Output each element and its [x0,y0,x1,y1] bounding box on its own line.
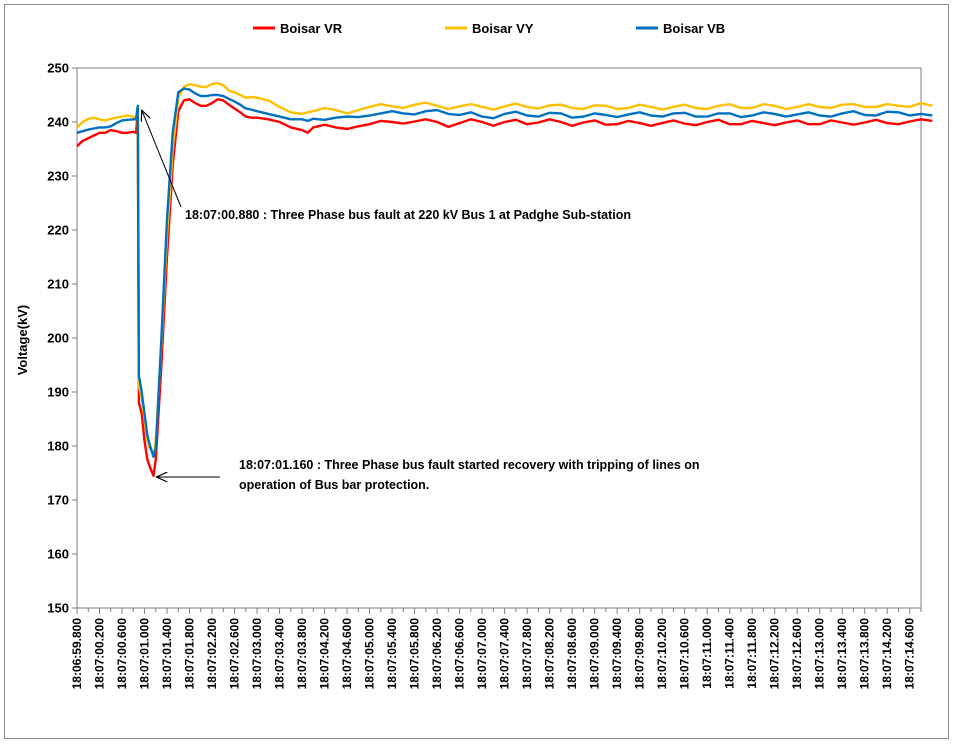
x-tick-label: 18:07:08.600 [565,618,579,690]
x-tick-label: 18:07:11.400 [723,618,737,689]
y-tick-label: 180 [47,439,69,454]
annotation-text: 18:07:01.160 : Three Phase bus fault sta… [239,458,700,472]
series-line-boisar-vb [76,87,933,458]
x-tick-label: 18:07:12.600 [790,618,804,690]
x-tick-label: 18:07:02.600 [228,618,242,690]
x-tick-label: 18:07:03.800 [295,618,309,690]
y-tick-label: 250 [47,61,69,76]
x-tick-label: 18:07:14.200 [880,618,894,690]
x-tick-label: 18:07:07.400 [498,618,512,690]
x-tick-label: 18:07:10.600 [678,618,692,690]
legend-label: Boisar VB [663,21,725,36]
annotation-text: 18:07:00.880 : Three Phase bus fault at … [185,208,631,222]
x-tick-label: 18:07:14.600 [903,618,917,690]
x-tick-label: 18:07:09.000 [588,618,602,690]
series-line-boisar-vy [76,81,933,456]
x-tick-label: 18:07:01.800 [183,618,197,690]
x-tick-label: 18:07:11.800 [745,618,759,689]
y-tick-label: 150 [47,601,69,616]
y-tick-label: 170 [47,493,69,508]
annotations: 18:07:00.880 : Three Phase bus fault at … [142,110,700,492]
x-tick-label: 18:07:06.200 [430,618,444,690]
x-tick-label: 18:07:01.000 [138,618,152,690]
chart-frame: Boisar VR Boisar VY Boisar VB 150 160 170 180… [4,4,949,739]
x-tick-label: 18:07:00.600 [115,618,129,690]
x-tick-label: 18:07:13.400 [835,618,849,690]
y-tick-label: 190 [47,385,69,400]
x-tick-label: 18:07:09.400 [610,618,624,690]
annotation-text: operation of Bus bar protection. [239,478,429,492]
x-tick-label: 18:07:09.800 [633,618,647,690]
y-tick-label: 240 [47,115,69,130]
y-axis-label: Voltage(kV) [15,305,30,376]
annotation-arrow [142,110,182,208]
y-tick-label: 220 [47,223,69,238]
legend-label: Boisar VR [280,21,343,36]
x-tick-label: 18:07:03.400 [273,618,287,690]
x-tick-label: 18:07:06.600 [453,618,467,690]
plot-area [76,67,922,609]
series-group [76,81,933,477]
x-tick-label: 18:07:04.200 [318,618,332,690]
y-tick-label: 210 [47,277,69,292]
x-tick-label: 18:07:10.200 [655,618,669,690]
x-tick-label: 18:07:02.200 [205,618,219,690]
x-tick-label: 18:07:07.800 [520,618,534,690]
x-tick-label: 18:07:11.000 [700,618,714,689]
legend-label: Boisar VY [472,21,534,36]
x-tick-label: 18:07:01.400 [160,618,174,690]
y-tick-label: 160 [47,547,69,562]
x-tick-label: 18:07:12.200 [768,618,782,690]
x-tick-label: 18:07:13.000 [813,618,827,690]
x-tick-label: 18:07:08.200 [543,618,557,690]
y-tick-label: 200 [47,331,69,346]
axes: 150 160 170 180 190 200 210 220 230 240 250 18:06:5… [47,61,922,690]
x-tick-label: 18:07:05.400 [385,618,399,690]
x-tick-label: 18:07:05.000 [363,618,377,690]
voltage-line-chart: Boisar VR Boisar VY Boisar VB 150 160 170 180… [15,21,933,690]
x-tick-label: 18:07:07.000 [475,618,489,690]
x-tick-label: 18:07:04.600 [340,618,354,690]
y-tick-label: 230 [47,169,69,184]
x-tick-label: 18:07:05.800 [408,618,422,690]
x-tick-label: 18:07:13.800 [858,618,872,690]
legend: Boisar VR Boisar VY Boisar VB [253,21,725,36]
x-tick-label: 18:06:59.800 [70,618,84,690]
x-tick-label: 18:07:00.200 [93,618,107,690]
x-tick-label: 18:07:03.000 [250,618,264,690]
series-line-boisar-vr [76,98,933,477]
